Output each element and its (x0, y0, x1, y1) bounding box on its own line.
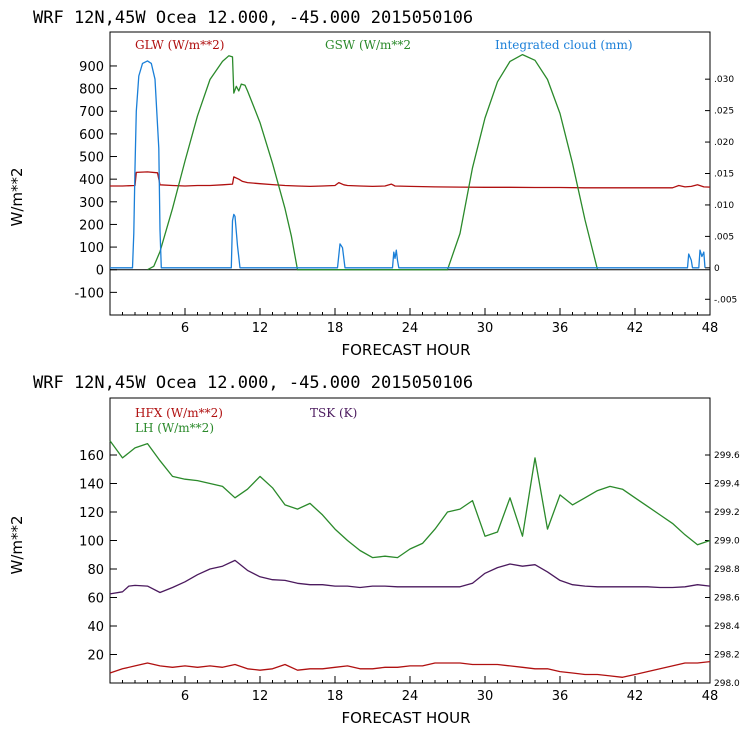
c1-series-1-line (109, 440, 711, 559)
c1-xtick-label: 30 (477, 689, 494, 704)
chart-1-xlabel: FORECAST HOUR (341, 341, 470, 359)
c0-xtick-label: 6 (181, 321, 189, 336)
c0-y2tick-label: .010 (714, 201, 734, 211)
c0-ytick-label: -100 (74, 286, 104, 301)
c0-ytick-label: 400 (79, 173, 104, 188)
c1-y2tick-label: 298.8 (714, 565, 740, 575)
c1-ytick-label: 40 (87, 620, 104, 635)
c1-ytick-label: 60 (87, 592, 104, 607)
chart-2: WRF 12N,45W Ocea 12.000, -45.000 2015050… (8, 373, 740, 727)
chart-1-ylabel: W/m**2 (8, 167, 26, 226)
c0-ytick-label: 200 (79, 218, 104, 233)
c0-series-1-line (147, 53, 599, 271)
c1-series-0-line (109, 660, 711, 678)
c0-y2tick-label: .020 (714, 138, 734, 148)
c0-xtick-label: 18 (327, 321, 344, 336)
c1-y2tick-label: 299.4 (714, 480, 740, 490)
c1-y2tick-label: 298.2 (714, 651, 740, 661)
c0-xtick-label: 24 (402, 321, 419, 336)
chart-2-ylabel: W/m**2 (8, 515, 26, 574)
c1-y2tick-label: 299.2 (714, 508, 740, 518)
c0-y2tick-label: .015 (714, 170, 734, 180)
c0-xtick-label: 48 (702, 321, 719, 336)
c0-xtick-label: 36 (552, 321, 569, 336)
chart-2-legend-tsk: TSK (K) (310, 406, 357, 420)
c1-xtick-label: 12 (252, 689, 269, 704)
c1-y2tick-label: 298.4 (714, 622, 740, 632)
c0-ytick-label: 100 (79, 241, 104, 256)
c0-xtick-label: 42 (627, 321, 644, 336)
c1-y2tick-label: 299.6 (714, 451, 740, 461)
c0-xtick-label: 30 (477, 321, 494, 336)
chart-1: WRF 12N,45W Ocea 12.000, -45.000 2015050… (8, 8, 737, 359)
c0-ytick-label: 0 (96, 264, 104, 279)
chart-2-title: WRF 12N,45W Ocea 12.000, -45.000 2015050… (33, 373, 473, 393)
c1-xtick-label: 42 (627, 689, 644, 704)
chart-2-legend-hfx: HFX (W/m**2) (135, 406, 223, 420)
c1-ytick-label: 140 (79, 478, 104, 493)
c1-ytick-label: 120 (79, 506, 104, 521)
c1-xtick-label: 6 (181, 689, 189, 704)
c0-ytick-label: 300 (79, 196, 104, 211)
chart-2-xlabel: FORECAST HOUR (341, 709, 470, 727)
chart-1-frame (109, 31, 711, 316)
c1-ytick-label: 100 (79, 535, 104, 550)
c0-series-2-line (110, 60, 706, 269)
c0-xtick-label: 12 (252, 321, 269, 336)
c1-xtick-label: 48 (702, 689, 719, 704)
chart-2-frame (109, 397, 711, 684)
chart-1-title: WRF 12N,45W Ocea 12.000, -45.000 2015050… (33, 8, 473, 28)
c1-y2tick-label: 298.6 (714, 594, 740, 604)
chart-2-legend-lh: LH (W/m**2) (135, 421, 214, 435)
c1-xtick-label: 36 (552, 689, 569, 704)
c1-ytick-label: 80 (87, 563, 104, 578)
chart-1-legend-glw: GLW (W/m**2) (135, 38, 224, 52)
c1-xtick-label: 18 (327, 689, 344, 704)
c1-y2tick-label: 299.0 (714, 537, 740, 547)
c0-y2tick-label: .005 (714, 232, 734, 242)
c1-ytick-label: 160 (79, 449, 104, 464)
c0-y2tick-label: .025 (714, 107, 734, 117)
chart-1-legend-gsw: GSW (W/m**2 (325, 38, 411, 52)
c1-y2tick-label: 298.0 (714, 679, 740, 689)
c1-series-2-line (109, 559, 711, 595)
c1-xtick-label: 24 (402, 689, 419, 704)
chart-1-legend-cloud: Integrated cloud (mm) (495, 38, 633, 52)
c0-ytick-label: 800 (79, 83, 104, 98)
c0-ytick-label: 900 (79, 60, 104, 75)
c0-y2tick-label: -.005 (714, 295, 737, 305)
c0-y2tick-label: 0 (714, 264, 720, 274)
c0-y2tick-label: .030 (714, 75, 734, 85)
c0-ytick-label: 700 (79, 105, 104, 120)
c1-ytick-label: 20 (87, 649, 104, 664)
c0-ytick-label: 500 (79, 151, 104, 166)
c0-ytick-label: 600 (79, 128, 104, 143)
c0-series-0-line (110, 171, 711, 189)
